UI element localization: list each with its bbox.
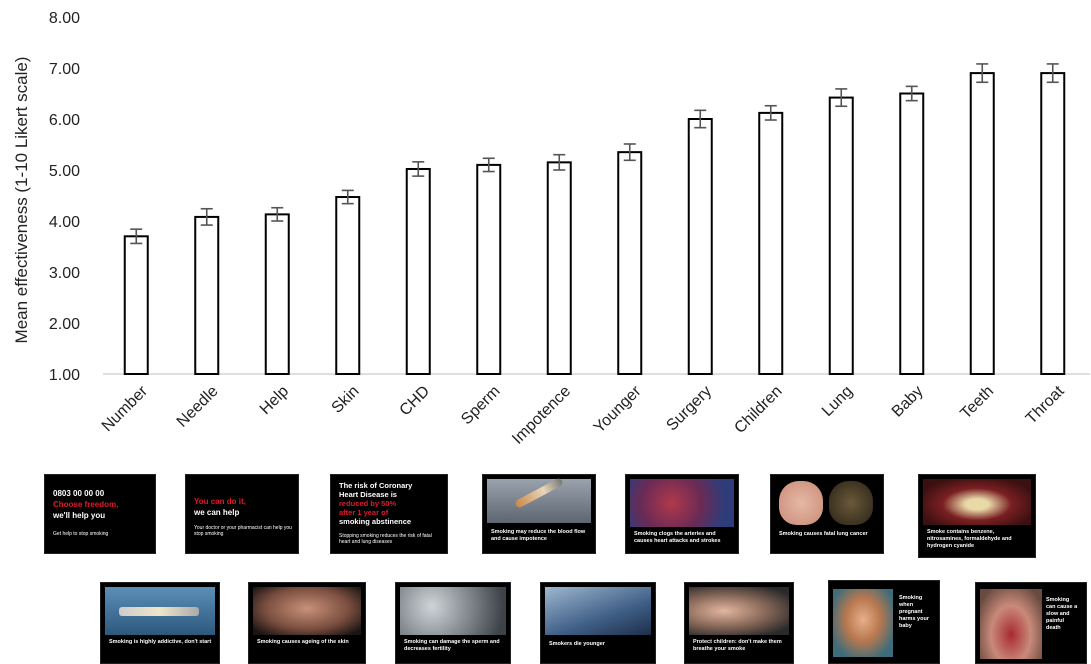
error-bar-baby (905, 85, 918, 102)
error-bar-younger (623, 143, 636, 162)
y-tick-label: 6.00 (49, 112, 80, 129)
warning-thumbnail-children: Protect children: don't make them breath… (684, 582, 794, 664)
thumb-caption: Smoke contains benzene, nitrosamines, fo… (927, 529, 1012, 549)
thumb-line: Choose freedom, (53, 500, 119, 509)
error-bar-surgery (694, 109, 707, 129)
warning-thumbnail-impotence: Smoking may reduce the blood flow and ca… (482, 474, 596, 554)
y-tick-label: 5.00 (49, 163, 80, 180)
thumb-line: after 1 year of (339, 508, 389, 517)
warning-thumbnail-throat: Smoking can cause a slow and painful dea… (975, 582, 1087, 664)
y-tick-label: 8.00 (49, 10, 80, 27)
x-tick-label: CHD (397, 383, 434, 420)
x-tick-label: Throat (1023, 382, 1068, 427)
warning-thumbnail-baby: Smoking when pregnant harms your baby (828, 580, 940, 664)
thumb-line: smoking abstinence (339, 517, 412, 526)
thumb-caption: Smoking can cause a slow and painful dea… (1046, 597, 1078, 631)
error-bar-number (130, 228, 143, 245)
x-tick-label: Skin (329, 383, 363, 417)
thumb-caption: Protect children: don't make them breath… (693, 639, 782, 652)
warning-thumbnail-teeth: Smoke contains benzene, nitrosamines, fo… (918, 474, 1036, 558)
x-tick-label: Number (99, 382, 152, 435)
bar-skin (335, 196, 361, 375)
thumb-caption: Smoking causes fatal lung cancer (779, 531, 868, 537)
thumb-line: Heart Disease is (339, 490, 397, 499)
thumb-line: The risk of Coronary (339, 481, 413, 490)
thumb-caption: Smoking is highly addictive, don't start (109, 639, 212, 645)
x-tick-label: Younger (591, 382, 645, 436)
error-bar-lung (835, 88, 848, 108)
y-tick-label: 7.00 (49, 61, 80, 78)
bar-teeth (969, 72, 995, 375)
error-bar-children (764, 104, 777, 121)
thumb-caption: Smoking clogs the arteries and causes he… (634, 531, 721, 544)
bar-children (758, 111, 784, 375)
x-tick-label: Teeth (957, 383, 997, 423)
thumb-line: we'll help you (53, 511, 106, 520)
x-tick-label: Impotence (509, 383, 574, 448)
x-tick-label: Lung (819, 383, 856, 420)
warning-thumbnail-skin: Smoking causes ageing of the skin (248, 582, 366, 664)
warning-thumbnail-help: You can do it, we can help Your doctor o… (185, 474, 299, 554)
error-bar-impotence (553, 153, 566, 171)
y-tick-label: 3.00 (49, 265, 80, 282)
x-tick-label: Help (257, 383, 292, 418)
x-tick-label: Surgery (663, 383, 715, 435)
y-tick-label: 4.00 (49, 214, 80, 231)
warning-thumbnail-lung: Smoking causes fatal lung cancer (770, 474, 884, 554)
error-bars (130, 63, 1059, 245)
bar-impotence (546, 161, 572, 375)
bar-number (123, 235, 149, 375)
y-tick-label: 1.00 (49, 367, 80, 384)
x-tick-labels: Number Needle Help Skin CHD Sperm Impotence You… (99, 382, 1068, 447)
bar-lung (828, 96, 854, 376)
warning-thumbnail-number: 0803 00 00 00 Choose freedom, we'll help… (44, 474, 156, 554)
thumb-caption: Smoking when pregnant harms your baby (899, 595, 929, 629)
y-axis-label: Mean effectiveness (1-10 Likert scale) (12, 57, 31, 344)
bar-younger (617, 151, 643, 375)
bar-sperm (476, 163, 502, 375)
thumb-line: reduced by 50% (339, 499, 397, 508)
thumb-caption: Smoking causes ageing of the skin (257, 639, 349, 645)
thumb-line: we can help (194, 508, 240, 517)
bar-chart: Mean effectiveness (1-10 Likert scale) 1… (12, 10, 1090, 448)
y-tick-label: 2.00 (49, 316, 80, 333)
thumb-line: You can do it, (194, 497, 246, 506)
thumb-small-text: Your doctor or your pharmacist can help … (194, 525, 292, 537)
warning-thumbnail-chd: The risk of Coronary Heart Disease is re… (330, 474, 448, 554)
thumb-caption: Smoking can damage the sperm and decreas… (404, 639, 500, 652)
x-tick-label: Sperm (458, 383, 503, 428)
thumb-line: 0803 00 00 00 (53, 489, 105, 498)
error-bar-skin (341, 189, 354, 205)
bar-chd (405, 167, 431, 375)
warning-thumbnail-needle: Smoking is highly addictive, don't start (100, 582, 220, 664)
warning-thumbnail-sperm: Smoking can damage the sperm and decreas… (395, 582, 511, 664)
error-bar-throat (1046, 63, 1059, 84)
x-tick-label: Needle (174, 383, 222, 431)
bar-help (264, 213, 290, 375)
thumb-caption: Smoking may reduce the blood flow and ca… (491, 529, 586, 542)
bar-surgery (687, 118, 713, 375)
warning-thumbnail-younger: Smokers die younger (540, 582, 656, 664)
error-bar-chd (412, 161, 425, 177)
thumb-small-text: Get help to stop smoking (53, 531, 109, 537)
error-bar-help (271, 206, 284, 222)
thumb-caption: Smokers die younger (549, 641, 605, 647)
x-tick-label: Baby (889, 383, 927, 421)
bars (123, 72, 1066, 376)
error-bar-teeth (976, 63, 989, 84)
error-bar-needle (200, 207, 213, 226)
bar-throat (1040, 72, 1066, 375)
y-tick-labels: 1.00 2.00 3.00 4.00 5.00 6.00 7.00 8.00 (49, 10, 80, 384)
bar-baby (899, 92, 925, 375)
error-bar-sperm (482, 157, 495, 173)
thumb-small-text: Stopping smoking reduces the risk of fat… (339, 533, 432, 545)
x-tick-label: Children (731, 383, 785, 437)
warning-thumbnail-surgery: Smoking clogs the arteries and causes he… (625, 474, 739, 554)
bar-needle (194, 215, 220, 375)
